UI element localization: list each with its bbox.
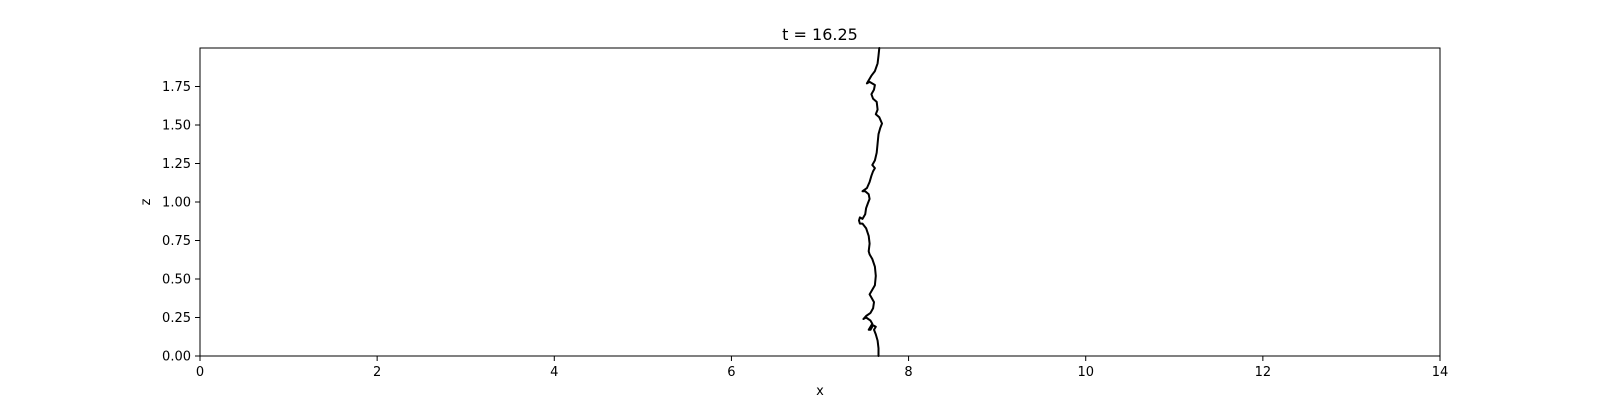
x-tick-label: 6 bbox=[727, 365, 735, 380]
x-tick-label: 2 bbox=[373, 365, 381, 380]
x-tick-label: 0 bbox=[196, 365, 204, 380]
x-axis: 0 2 4 6 8 10 12 14 bbox=[196, 356, 1448, 380]
x-tick-label: 10 bbox=[1077, 365, 1094, 380]
y-tick-label: 0.25 bbox=[162, 311, 191, 326]
y-tick-label: 1.25 bbox=[162, 157, 191, 172]
y-axis: 0.00 0.25 0.50 0.75 1.00 1.25 1.50 1.75 bbox=[162, 80, 200, 365]
y-tick-label: 1.75 bbox=[162, 80, 191, 95]
y-tick-label: 1.00 bbox=[162, 196, 191, 211]
axes-frame bbox=[199, 47, 1441, 357]
y-tick-label: 0.75 bbox=[162, 234, 191, 249]
plot-area bbox=[858, 47, 883, 357]
y-tick-label: 0.00 bbox=[162, 350, 191, 365]
x-tick-label: 12 bbox=[1255, 365, 1272, 380]
chart-title: t = 16.25 bbox=[782, 25, 858, 44]
x-tick-label: 4 bbox=[550, 365, 558, 380]
x-tick-label: 14 bbox=[1432, 365, 1449, 380]
x-tick-label: 8 bbox=[904, 365, 912, 380]
y-axis-label: z bbox=[139, 198, 154, 205]
series-line-interface bbox=[858, 47, 883, 357]
y-tick-label: 0.50 bbox=[162, 273, 191, 288]
x-axis-label: x bbox=[816, 384, 824, 399]
y-tick-label: 1.50 bbox=[162, 119, 191, 134]
